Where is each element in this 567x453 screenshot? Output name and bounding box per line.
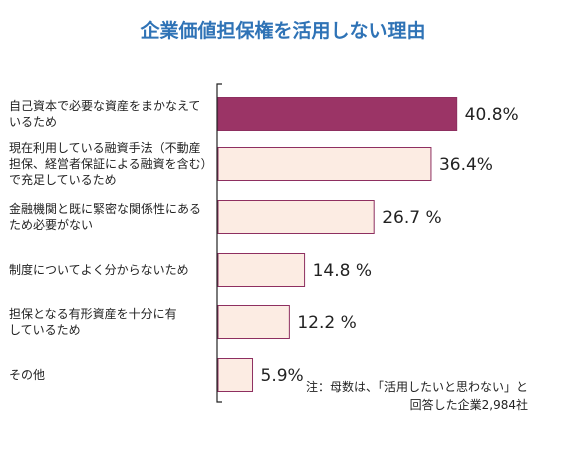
value-label-5: 12.2 % <box>297 313 356 333</box>
category-label-3: 金融機関と既に緊密な関係性にあるため必要がない <box>9 201 201 232</box>
category-label-5: 担保となる有形資産を十分に有しているため <box>9 306 177 337</box>
category-labels: 自己資本で必要な資産をまかなえているため現在利用している融資手法（不動産担保、経… <box>9 98 213 382</box>
category-label-1: 自己資本で必要な資産をまかなえているため <box>9 98 200 129</box>
category-label-6: その他 <box>9 368 45 382</box>
chart-title: 企業価値担保権を活用しない理由 <box>139 19 425 42</box>
category-label-2: 現在利用している融資手法（不動産担保、経営者保証による融資を含む）で充足している… <box>9 140 213 187</box>
y-axis <box>216 83 222 403</box>
category-label-4: 制度についてよく分からないため <box>9 262 189 277</box>
footnote: 注：母数は、「活用したいと思わない」と回答した企業2,984社 <box>306 379 528 412</box>
bar-4 <box>217 253 306 287</box>
value-label-2: 36.4% <box>439 155 493 175</box>
bar-1 <box>217 97 458 131</box>
bars <box>217 97 458 392</box>
footnote-text: 注：母数は、「活用したいと思わない」と回答した企業2,984社 <box>306 379 528 412</box>
value-label-4: 14.8 % <box>313 261 372 281</box>
value-labels: 40.8% 36.4% 26.7 % 14.8 % 12.2 % 5.9% <box>261 105 519 386</box>
bar-6 <box>217 358 254 392</box>
bar-2 <box>217 147 432 181</box>
value-label-3: 26.7 % <box>382 208 441 228</box>
bar-5 <box>217 305 290 339</box>
value-label-1: 40.8% <box>465 105 519 125</box>
value-label-6: 5.9% <box>261 366 304 386</box>
bar-3 <box>217 200 375 234</box>
